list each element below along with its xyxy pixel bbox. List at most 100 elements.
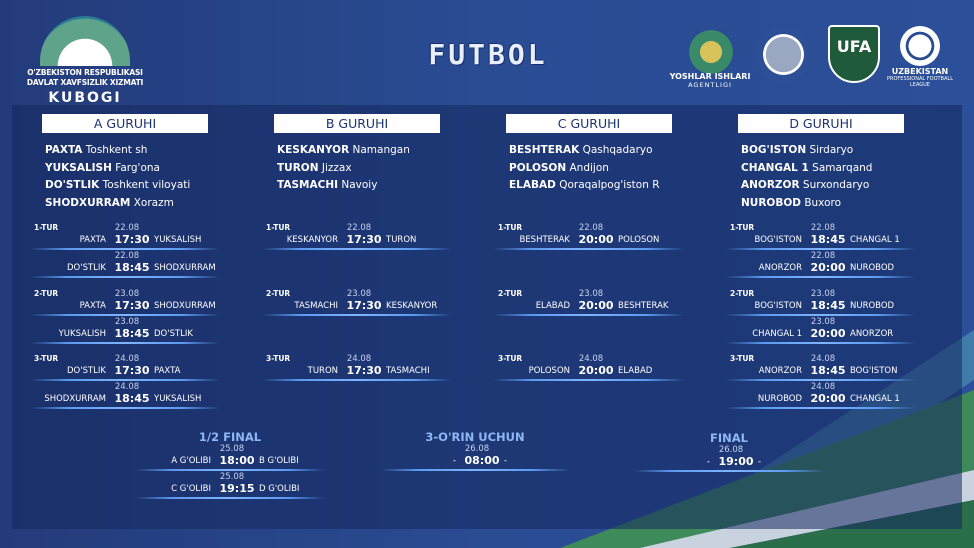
match-divider [726, 379, 916, 381]
round-block: 3-TUR 24.08 POLOSON 20:00 ELABAD [494, 354, 694, 420]
page-title: FUTBOL [428, 38, 548, 71]
match-date: 24.08 [810, 382, 836, 392]
match[interactable]: 26.08-19:00- [634, 445, 824, 473]
match-divider [262, 379, 452, 381]
match-divider [634, 470, 824, 472]
match-row: C G'OLIBI 19:15 D G'OLIBI [135, 482, 325, 496]
match[interactable]: 24.08 SHODXURRAM 18:45 YUKSALISH [30, 382, 220, 410]
match-divider [30, 407, 220, 409]
match[interactable]: 24.08 NUROBOD 20:00 CHANGAL 1 [726, 382, 916, 410]
match-date: 24.08 [114, 354, 140, 364]
match[interactable]: 22.08 BESHTERAK 20:00 POLOSON [494, 223, 684, 251]
match-date: 22.08 [114, 251, 140, 261]
match-divider [135, 497, 325, 499]
match[interactable]: 24.08 DO'STLIK 17:30 PAXTA [30, 354, 220, 382]
match[interactable]: 26.08-08:00- [380, 444, 570, 472]
match-row: DO'STLIK 18:45 SHODXURRAM [30, 261, 220, 275]
playoff-2: FINAL 26.08-19:00- [634, 431, 824, 473]
pfl-ball-icon [900, 26, 940, 66]
away-team: CHANGAL 1 [850, 394, 900, 404]
match[interactable]: 25.08 A G'OLIBI 18:00 B G'OLIBI [135, 444, 325, 472]
match-row: ANORZOR 18:45 BOG'ISTON [726, 364, 916, 378]
match[interactable]: 25.08 C G'OLIBI 19:15 D G'OLIBI [135, 472, 325, 500]
home-team: BOG'ISTON [754, 235, 802, 245]
round-block: 2-TUR 23.08 BOG'ISTON 18:45 NUROBOD 23.08 CHAN… [726, 289, 926, 355]
home-team: A G'OLIBI [171, 456, 211, 466]
match-row: TURON 17:30 TASMACHI [262, 364, 452, 378]
round-block: 1-TUR 22.08 BOG'ISTON 18:45 CHANGAL 1 22.08 AN… [726, 223, 926, 289]
match-time: 17:30 [114, 364, 150, 377]
match[interactable]: 24.08 TURON 17:30 TASMACHI [262, 354, 452, 382]
match-divider [135, 469, 325, 471]
match[interactable]: 22.08 PAXTA 17:30 YUKSALISH [30, 223, 220, 251]
away-team: SHODXURRAM [154, 263, 216, 273]
team-name: BESHTERAK [509, 144, 580, 156]
home-team: NUROBOD [757, 394, 802, 404]
team-item: ELABAD Qoraqalpog'iston R [509, 177, 660, 195]
away-team: NUROBOD [850, 263, 895, 273]
match-time: 18:45 [810, 298, 846, 312]
team-item: POLOSON Andijon [509, 160, 660, 178]
match-date: 26.08 [464, 444, 490, 454]
match-row: PAXTA 17:30 SHODXURRAM [30, 299, 220, 313]
match-row: BESHTERAK 20:00 POLOSON [494, 233, 684, 247]
match-date: 25.08 [219, 472, 245, 482]
match[interactable]: 23.08 ELABAD 20:00 BESHTERAK [494, 289, 684, 317]
match-date: 23.08 [578, 288, 604, 299]
sponsor-name: YOSHLAR ISHLARI [669, 72, 751, 81]
team-name: NUROBOD [741, 196, 801, 209]
match[interactable]: 23.08 PAXTA 17:30 SHODXURRAM [30, 289, 220, 317]
match[interactable]: 23.08 YUKSALISH 18:45 DO'STLIK [30, 317, 220, 345]
away-team: BESHTERAK [618, 300, 669, 311]
match-time: 17:30 [114, 298, 150, 312]
away-team: ELABAD [618, 366, 653, 376]
match-date: 22.08 [578, 223, 604, 233]
away-team: DO'STLIK [154, 328, 193, 339]
match-time: 20:00 [578, 233, 614, 246]
ufa-text: UFA [836, 37, 872, 56]
away-team: CHANGAL 1 [850, 235, 900, 245]
match[interactable]: 22.08 BOG'ISTON 18:45 CHANGAL 1 [726, 223, 916, 251]
match[interactable]: 22.08 KESKANYOR 17:30 TURON [262, 223, 452, 251]
team-list: PAXTA Toshkent sh YUKSALISH Farg'ona DO'ST… [45, 142, 190, 212]
match[interactable]: 24.08 POLOSON 20:00 ELABAD [494, 354, 684, 382]
match[interactable]: 23.08 CHANGAL 1 20:00 ANORZOR [726, 317, 916, 345]
team-item: BESHTERAK Qashqadaryo [509, 142, 660, 160]
team-name: YUKSALISH [45, 161, 112, 174]
team-region: Farg'ona [115, 161, 160, 174]
match-row: ELABAD 20:00 BESHTERAK [494, 299, 684, 313]
team-region: Toshkent viloyati [102, 179, 191, 192]
match[interactable]: 23.08 BOG'ISTON 18:45 NUROBOD [726, 289, 916, 317]
home-team: ELABAD [535, 300, 570, 311]
home-team: KESKANYOR [286, 235, 338, 245]
match[interactable]: 22.08 DO'STLIK 18:45 SHODXURRAM [30, 251, 220, 279]
match-divider [30, 276, 220, 278]
match-time: 18:45 [810, 233, 846, 246]
match[interactable]: 22.08 ANORZOR 20:00 NUROBOD [726, 251, 916, 279]
match-row: NUROBOD 20:00 CHANGAL 1 [726, 392, 916, 406]
match-time: 17:30 [346, 233, 382, 246]
match[interactable]: 23.08 TASMACHI 17:30 KESKANYOR [262, 289, 452, 317]
team-region: Navoiy [341, 179, 378, 192]
away-team: NUROBOD [850, 300, 895, 311]
round-block: 2-TUR 23.08 ELABAD 20:00 BESHTERAK [494, 289, 694, 355]
match-divider [494, 379, 684, 381]
team-item: TASMACHI Navoiy [277, 177, 410, 195]
football-emblem-icon [40, 16, 130, 66]
playoff-title: 1/2 FINAL [198, 430, 262, 444]
home-team: POLOSON [528, 366, 570, 376]
group-header: D GURUHI [738, 114, 904, 133]
round-label: 2-TUR [34, 288, 59, 298]
playoff-1: 3-O'RIN UCHUN 26.08-08:00- [380, 430, 570, 472]
match[interactable]: 24.08 ANORZOR 18:45 BOG'ISTON [726, 354, 916, 382]
match-date: 25.08 [219, 444, 245, 454]
home-team: DO'STLIK [67, 263, 106, 273]
match-date: 22.08 [810, 223, 836, 233]
round-block: 2-TUR 23.08 PAXTA 17:30 SHODXURRAM 23.08 YUKSA… [30, 289, 230, 355]
team-region: Qashqadaryo [582, 144, 653, 156]
team-name: BOG'ISTON [741, 144, 807, 156]
round-label: 1-TUR [498, 223, 523, 232]
match-divider [494, 248, 684, 250]
away-team: TASMACHI [386, 366, 430, 376]
away-team: - [758, 457, 762, 467]
